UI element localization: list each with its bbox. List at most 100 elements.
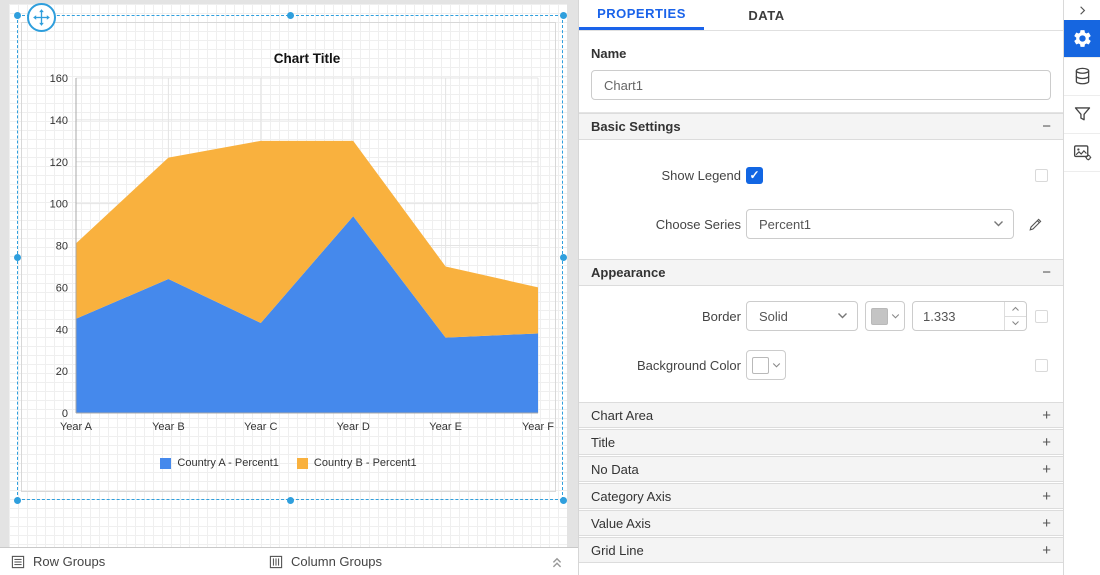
section-category-axis[interactable]: Category Axis + — [579, 483, 1063, 509]
border-width-value: 1.333 — [923, 308, 956, 324]
tab-data[interactable]: DATA — [748, 7, 785, 23]
section-title: Chart Area — [591, 407, 654, 423]
svg-text:Year B: Year B — [152, 421, 185, 433]
selection-handle-w[interactable] — [14, 254, 21, 261]
selection-handle-nw[interactable] — [14, 12, 21, 19]
section-chart-area[interactable]: Chart Area + — [579, 402, 1063, 428]
border-style-select[interactable]: Solid — [746, 301, 858, 331]
edit-series-button[interactable] — [1027, 216, 1044, 233]
border-width-input[interactable]: 1.333 — [912, 301, 1027, 331]
section-title[interactable]: Title + — [579, 429, 1063, 455]
name-input[interactable] — [591, 70, 1051, 100]
section-title: Basic Settings — [591, 119, 681, 134]
basic-settings-content: Show Legend ✓ Choose Series Percent1 — [579, 140, 1063, 259]
name-group: Name — [579, 31, 1063, 113]
section-title: Appearance — [591, 265, 666, 280]
border-label: Border — [701, 308, 741, 324]
show-legend-bind-checkbox[interactable] — [1035, 168, 1048, 182]
svg-text:0: 0 — [62, 408, 68, 420]
collapsed-sections: Chart Area + Title + No Data + Category … — [579, 402, 1063, 563]
move-icon — [32, 8, 51, 27]
toolbar-image-settings-button[interactable] — [1064, 134, 1100, 172]
legend-item: Country B - Percent1 — [296, 457, 417, 469]
border-width-spinner — [1004, 302, 1026, 330]
funnel-icon — [1072, 104, 1093, 125]
svg-text:80: 80 — [56, 241, 68, 253]
svg-text:Year A: Year A — [60, 421, 93, 433]
svg-text:Year D: Year D — [337, 421, 370, 433]
column-groups-label: Column Groups — [291, 554, 383, 569]
collapse-icon: − — [1042, 118, 1051, 135]
panel-body: Name Basic Settings − Show Legend ✓ Choo… — [579, 31, 1063, 575]
selection-handle-ne[interactable] — [560, 12, 567, 19]
toolbar-properties-button[interactable] — [1064, 20, 1100, 58]
groups-bar: Row Groups Column Groups — [0, 547, 578, 575]
legend-label: Country A - Percent1 — [177, 457, 279, 469]
row-groups-label: Row Groups — [33, 554, 106, 569]
svg-text:140: 140 — [50, 115, 68, 127]
svg-text:Year F: Year F — [522, 421, 554, 433]
toolbar-filter-button[interactable] — [1064, 96, 1100, 134]
svg-text:160: 160 — [50, 73, 68, 85]
background-color-bind-checkbox[interactable] — [1035, 358, 1048, 372]
name-label: Name — [591, 46, 627, 61]
chart-plot: 0 20 40 60 80 100 120 140 160 Year A Year B Year C Y… — [50, 51, 555, 433]
selection-handle-n[interactable] — [287, 12, 294, 19]
selection-handle-se[interactable] — [560, 497, 567, 504]
svg-text:Chart Title: Chart Title — [274, 51, 341, 66]
toolbar-collapse-panel-button[interactable] — [1064, 0, 1100, 20]
chevron-down-icon — [772, 362, 781, 367]
choose-series-label: Choose Series — [655, 216, 741, 232]
section-value-axis[interactable]: Value Axis + — [579, 510, 1063, 536]
tab-properties[interactable]: PROPERTIES — [579, 0, 704, 30]
svg-text:120: 120 — [50, 157, 68, 169]
border-color-picker[interactable] — [865, 301, 905, 331]
selection-handle-sw[interactable] — [14, 497, 21, 504]
collapse-icon: − — [1042, 264, 1051, 281]
chevron-down-icon — [989, 220, 1013, 228]
gear-icon — [1072, 28, 1093, 49]
expand-icon: + — [1042, 406, 1051, 424]
border-style-value: Solid — [759, 308, 788, 324]
selection-handle-s[interactable] — [287, 497, 294, 504]
chevron-down-icon — [833, 312, 857, 320]
show-legend-checkbox[interactable]: ✓ — [746, 166, 763, 184]
section-title: Category Axis — [591, 488, 672, 504]
expand-icon: + — [1042, 460, 1051, 478]
side-toolbar — [1063, 0, 1100, 575]
section-title: No Data — [591, 461, 639, 477]
selection-handle-e[interactable] — [560, 254, 567, 261]
svg-text:20: 20 — [56, 366, 68, 378]
toolbar-data-button[interactable] — [1064, 58, 1100, 96]
choose-series-select[interactable]: Percent1 — [746, 209, 1014, 239]
chevron-right-icon — [1075, 3, 1090, 18]
svg-text:60: 60 — [56, 282, 68, 294]
svg-text:Year C: Year C — [244, 421, 277, 433]
legend-swatch — [160, 457, 172, 469]
section-appearance[interactable]: Appearance − — [579, 259, 1063, 286]
chart-legend: Country A - Percent1 Country B - Percent… — [22, 454, 555, 472]
design-surface: 0 20 40 60 80 100 120 140 160 Year A Year B Year C Y… — [0, 0, 578, 575]
row-groups-pane: Row Groups — [10, 554, 105, 570]
section-grid-line[interactable]: Grid Line + — [579, 537, 1063, 563]
border-bind-checkbox[interactable] — [1035, 309, 1048, 323]
spinner-down-button[interactable] — [1005, 317, 1026, 331]
show-legend-row: Show Legend ✓ — [579, 160, 1049, 190]
section-title: Value Axis — [591, 515, 651, 531]
chart-widget[interactable]: 0 20 40 60 80 100 120 140 160 Year A Year B Year C Y… — [21, 22, 556, 492]
collapse-groups-icon[interactable] — [548, 552, 566, 573]
spinner-up-button[interactable] — [1005, 302, 1026, 317]
section-no-data[interactable]: No Data + — [579, 456, 1063, 482]
show-legend-label: Show Legend — [661, 167, 741, 183]
section-basic-settings[interactable]: Basic Settings − — [579, 113, 1063, 140]
border-color-swatch — [871, 307, 888, 325]
section-title: Title — [591, 434, 616, 450]
move-handle[interactable] — [27, 3, 56, 32]
choose-series-value: Percent1 — [759, 216, 812, 232]
background-color-picker[interactable] — [746, 350, 786, 380]
background-color-swatch — [752, 356, 769, 374]
column-groups-pane: Column Groups — [268, 554, 382, 570]
database-icon — [1072, 66, 1093, 87]
border-row: Border Solid 1.333 — [579, 301, 1049, 331]
